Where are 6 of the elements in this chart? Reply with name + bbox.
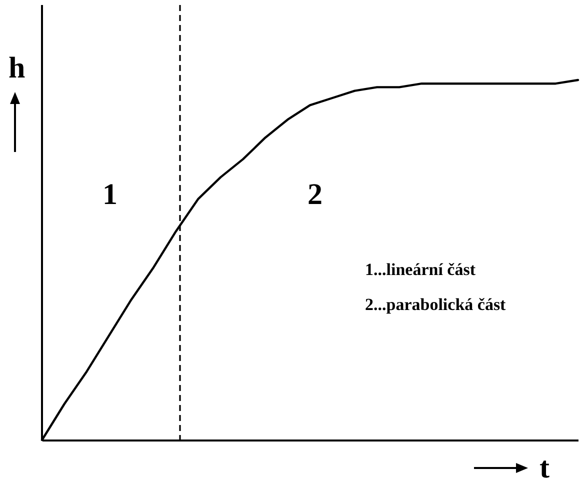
y-axis-title: h xyxy=(8,52,26,84)
annotation: 1 xyxy=(102,178,118,211)
x-axis-title: t xyxy=(540,452,550,481)
annotation: 2...parabolická část xyxy=(365,295,506,314)
annotation: 1...lineární část xyxy=(365,260,476,279)
annotation: 2 xyxy=(308,178,322,211)
